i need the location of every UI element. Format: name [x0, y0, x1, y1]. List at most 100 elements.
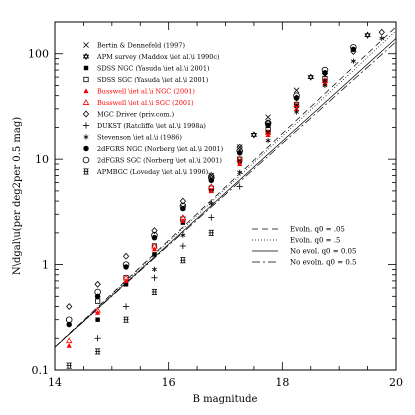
legend-marker	[83, 168, 89, 175]
legend-marker	[83, 145, 89, 152]
data-point	[250, 131, 258, 139]
model-line	[54, 26, 397, 348]
data-point	[379, 35, 385, 41]
data-point	[208, 214, 215, 221]
data-point	[122, 303, 130, 310]
data-point	[95, 298, 101, 304]
data-point	[293, 87, 300, 94]
data-point	[265, 122, 271, 128]
data-point	[350, 44, 357, 51]
data-point	[179, 242, 186, 250]
legend-line-label: No evoln. q0 = 0.5	[290, 259, 356, 267]
data-point	[265, 114, 272, 121]
data-point	[151, 227, 158, 235]
x-tick-label: 18	[275, 376, 289, 389]
data-point	[95, 348, 101, 355]
x-axis-label: B magnitude	[193, 394, 258, 405]
data-point	[321, 66, 329, 74]
y-tick-label: 1	[42, 259, 49, 272]
data-point	[94, 306, 101, 313]
legend-marker	[83, 65, 89, 71]
data-point	[236, 144, 243, 151]
legend-line-label: Evoln. q0 = .05	[290, 226, 345, 234]
data-point	[122, 274, 130, 281]
legend-line-label: No evol. q0 = 0.05	[290, 248, 356, 256]
data-point	[321, 76, 329, 83]
data-point	[65, 316, 73, 323]
data-point	[66, 303, 73, 310]
model-lines	[54, 26, 397, 348]
data-point	[293, 95, 300, 101]
data-point	[94, 293, 101, 300]
data-point	[123, 316, 129, 323]
data-point	[364, 31, 371, 39]
data-point	[265, 137, 271, 144]
legend-label: APMBGC (Loveday \iet al.\i 1996)	[96, 168, 209, 176]
legend-label: SDSS NGC (Yasuda \iet al.\i 2001)	[97, 65, 210, 73]
legend-marker	[82, 110, 90, 118]
data-point	[236, 147, 243, 155]
data-point	[236, 143, 243, 151]
data-point	[66, 362, 72, 369]
data-point	[294, 103, 299, 109]
y-tick-label: 0.1	[32, 364, 50, 377]
data-point	[123, 278, 129, 283]
data-point	[293, 106, 300, 111]
data-point	[307, 73, 314, 81]
data-point	[94, 280, 101, 288]
legend-marker	[82, 122, 90, 129]
data-point	[236, 183, 243, 190]
legend-label: DUKST (Ratcliffe \iet al.\i 1998a)	[97, 122, 206, 130]
legend-label: Bertin & Dennefeld (1997)	[97, 42, 185, 50]
data-markers	[65, 28, 385, 369]
data-point	[123, 282, 129, 287]
data-point	[151, 231, 158, 239]
data-point	[264, 119, 272, 127]
data-point	[122, 261, 130, 268]
legend-marker	[82, 52, 90, 61]
data-point	[208, 229, 214, 236]
legend-line-label: Evoln. q0 = .5	[290, 237, 340, 245]
data-point	[122, 252, 130, 260]
axis-ticks: 14 16 18 20 0.1 1 10 100	[28, 21, 403, 389]
legend-label: MGC Driver (priv.com.)	[97, 111, 175, 119]
x-tick-label: 20	[389, 376, 403, 389]
data-point	[208, 172, 215, 179]
plot-frame	[54, 21, 397, 371]
data-point	[236, 155, 243, 162]
legend-label: 2dFGRS NGC (Norberg \iet al.\i 2001)	[97, 145, 224, 153]
legend-marker	[83, 76, 89, 83]
data-point	[293, 101, 300, 107]
data-point	[237, 169, 243, 175]
data-point	[123, 264, 129, 270]
data-point	[350, 46, 357, 53]
legend-label: Busswell \iet al.\i NGC (2001)	[97, 88, 195, 96]
data-point	[151, 242, 158, 249]
data-point	[65, 337, 73, 344]
data-point	[179, 202, 187, 210]
data-point	[180, 218, 186, 223]
data-point	[66, 343, 72, 348]
legend-label: SDSS SGC (Yasuda \iet al.\i 2001)	[97, 76, 209, 84]
data-point	[180, 232, 186, 238]
data-point	[208, 174, 215, 181]
legend-label: APM survey (Maddox \iet al.\i 1990c)	[96, 53, 220, 61]
legend-label: Busswell \iet al.\i SGC (2001)	[97, 99, 194, 107]
data-point	[152, 252, 157, 257]
data-point	[180, 257, 186, 264]
x-tick-label: 14	[48, 376, 62, 389]
y-axis-label: N\dgal\u(per deg2per 0.5 mag)	[12, 117, 23, 275]
data-point	[264, 128, 272, 135]
data-point	[294, 109, 299, 115]
model-line	[54, 30, 397, 348]
x-tick-label: 16	[162, 376, 176, 389]
legend-marker	[83, 88, 89, 94]
data-point	[322, 82, 328, 89]
marker-legend: Bertin & Dennefeld (1997) APM survey (Mad…	[82, 42, 224, 176]
legend-marker	[82, 156, 90, 164]
line-legend: Evoln. q0 = .05 Evoln. q0 = .5 No evol. q0…	[252, 226, 356, 267]
data-point	[179, 214, 187, 220]
data-point	[179, 197, 187, 205]
legend-label: 2dFGRS SGC (Norberg \iet al.\i 2001)	[97, 157, 222, 165]
